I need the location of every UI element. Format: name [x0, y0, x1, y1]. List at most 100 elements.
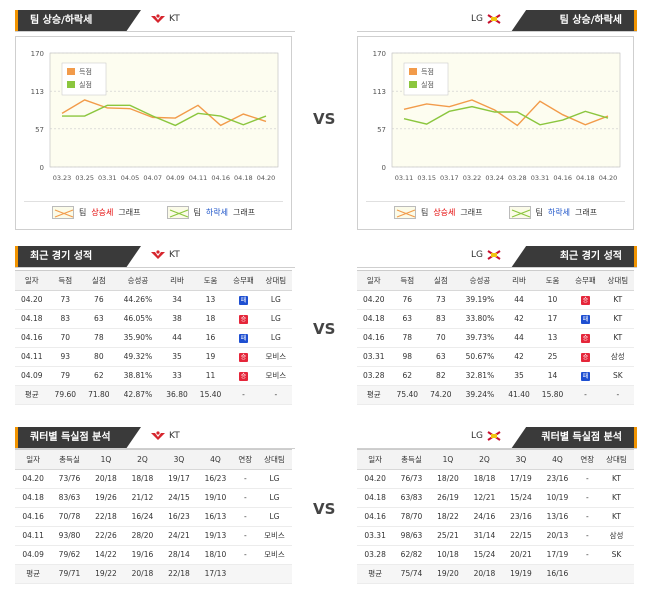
column-header: 리바 — [502, 271, 536, 291]
table-cell: 35 — [160, 347, 194, 367]
legend-swatch — [67, 81, 75, 88]
table-cell: 76 — [82, 290, 116, 310]
x-tick-label: 04.20 — [599, 174, 618, 182]
table-cell: 38 — [160, 309, 194, 329]
table-cell: 13 — [193, 290, 228, 310]
table-cell: 75/74 — [393, 564, 430, 584]
kt-quarter-table: 일자 총득실 1Q 2Q 3Q 4Q 연장 상대팀 04.20 73/76 20/18 18/18 19… — [15, 450, 292, 584]
column-header: 연장 — [575, 450, 599, 470]
x-tick-label: 03.31 — [531, 174, 550, 182]
table-cell: 15/24 — [502, 488, 540, 508]
lg-quarter-title: 쿼터별 득실점 분석 — [511, 427, 637, 449]
win-badge: 승 — [580, 295, 590, 305]
table-cell: 04.18 — [15, 309, 49, 329]
table-cell: 24/21 — [160, 526, 198, 546]
x-tick-label: 03.11 — [395, 174, 414, 182]
table-cell: LG — [256, 488, 292, 508]
column-header: 상대팀 — [598, 450, 634, 470]
table-cell: 22/18 — [87, 507, 125, 527]
table-cell: - — [233, 545, 257, 565]
table-row: 03.28 62/82 10/18 15/24 20/21 17/19- SK — [357, 545, 634, 565]
table-cell: 20/18 — [87, 469, 125, 489]
column-header: 4Q — [197, 450, 234, 470]
table-cell: 70 — [424, 328, 458, 348]
legend-label: 실점 — [421, 80, 434, 89]
table-header-row: 일자 득점 실점 승성공 리바 도움 승무패 상대팀 — [357, 271, 634, 291]
table-cell: 42 — [502, 347, 536, 367]
loss-badge: 패 — [238, 333, 248, 343]
x-tick-label: 03.17 — [440, 174, 459, 182]
column-header: 2Q — [124, 450, 161, 470]
table-cell: 39.19% — [457, 290, 503, 310]
kt-recent-header: 최근 경기 성적 KT — [15, 246, 295, 270]
table-cell: 16 — [193, 328, 228, 348]
table-cell: SK — [601, 366, 634, 386]
x-tick-label: 03.25 — [75, 174, 94, 182]
legend-label: 실점 — [79, 80, 92, 89]
x-tick-label: 03.22 — [463, 174, 482, 182]
table-cell: 04.20 — [357, 469, 394, 489]
lg-team-name: LG — [471, 431, 483, 441]
lg-trend-chart: 0 57 113 170 03.11 03.15 03.17 03.22 03.24 03.28 0… — [373, 50, 621, 182]
table-cell: 63 — [424, 347, 458, 367]
vs-label: VS — [313, 110, 336, 128]
table-cell: 17/19 — [502, 469, 540, 489]
lg-chart-panel: 0 57 113 170 03.11 03.15 03.17 03.22 03.24 03.28 0… — [357, 36, 634, 230]
x-tick-label: 04.07 — [143, 174, 162, 182]
table-cell: 19/16 — [124, 545, 161, 565]
table-cell: 04.18 — [15, 488, 52, 508]
table-cell: 32.81% — [457, 366, 503, 386]
lg-quarter-table-panel: 일자 총득실 1Q 2Q 3Q 4Q 연장 상대팀 04.20 76/73 18/20 18/18 17… — [357, 449, 634, 584]
column-header: 승성공 — [115, 271, 161, 291]
table-cell: 83 — [424, 309, 458, 329]
table-cell: 모비스 — [256, 545, 292, 565]
kt-trend-title: 팀 상승/하락세 — [15, 10, 141, 32]
table-row: 04.18 83 63 46.05% 38 18 승 LG — [15, 309, 292, 329]
average-row: 평균 79/71 19/22 20/18 22/18 17/13 — [15, 564, 292, 584]
table-cell: 42 — [502, 309, 536, 329]
table-cell: 38.81% — [115, 366, 161, 386]
table-cell: KT — [598, 507, 634, 527]
table-row: 04.16 78 70 39.73% 44 13 승 KT — [357, 328, 634, 348]
table-cell: KT — [601, 328, 634, 348]
table-cell: 03.28 — [357, 545, 394, 565]
table-cell: 26/19 — [429, 488, 467, 508]
column-header: 1Q — [87, 450, 125, 470]
table-cell: 18 — [193, 309, 228, 329]
kt-chart-panel: 0 57 113 170 03.23 03.25 03.31 04.05 04.07 04.09 0… — [15, 36, 292, 230]
table-cell: 15.40 — [193, 385, 228, 405]
table-cell: 73 — [424, 290, 458, 310]
column-header: 실점 — [424, 271, 458, 291]
lg-trend-header: LG 팀 상승/하락세 — [357, 10, 637, 34]
table-cell: 34 — [160, 290, 194, 310]
column-header: 연장 — [233, 450, 257, 470]
kt-team-label: KT — [151, 431, 180, 441]
table-cell: 44 — [160, 328, 194, 348]
y-tick-label: 113 — [373, 88, 386, 96]
lg-team-label: LG — [471, 14, 501, 24]
column-header: 총득실 — [51, 450, 88, 470]
table-cell: 93 — [48, 347, 83, 367]
table-cell: - — [601, 385, 634, 405]
table-cell: 98/63 — [393, 526, 430, 546]
table-cell: 14/22 — [87, 545, 125, 565]
legend-down-post: 그래프 — [232, 208, 256, 217]
lg-trend-title: 팀 상승/하락세 — [511, 10, 637, 32]
legend-down-label: 하락세 — [205, 208, 228, 217]
win-badge: 승 — [580, 352, 590, 362]
legend-down-post: 그래프 — [574, 208, 598, 217]
lg-logo-icon — [487, 250, 501, 260]
table-cell: 78 — [390, 328, 425, 348]
y-tick-label: 113 — [31, 88, 44, 96]
kt-logo-icon — [151, 14, 165, 24]
table-cell: 19/19 — [502, 564, 540, 584]
divider — [357, 267, 637, 268]
table-cell: 패 — [227, 290, 260, 310]
table-cell: 17/19 — [539, 545, 576, 565]
table-cell: 18/18 — [124, 469, 161, 489]
win-badge: 승 — [580, 333, 590, 343]
legend-up-label: 상승세 — [91, 208, 114, 217]
kt-quarter-header: 쿼터별 득실점 분석 KT — [15, 427, 295, 451]
column-header: 승성공 — [457, 271, 503, 291]
series-line-allowed — [62, 104, 267, 127]
